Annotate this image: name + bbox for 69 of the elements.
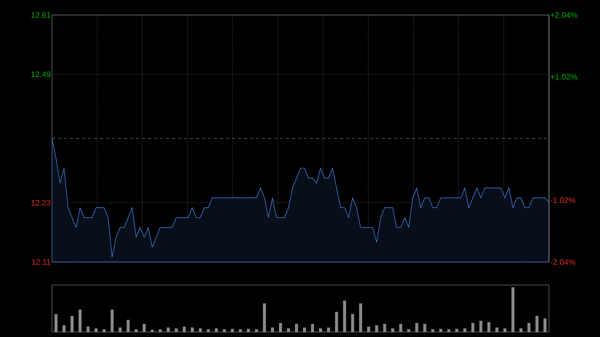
bar [383, 324, 386, 332]
bar [126, 320, 130, 332]
bar [54, 314, 58, 332]
bar [415, 323, 418, 332]
bar [70, 316, 74, 332]
bar [511, 287, 514, 332]
bar [62, 325, 66, 332]
bar [423, 324, 426, 332]
bar [399, 324, 402, 332]
bar [439, 328, 442, 332]
bar [110, 310, 114, 332]
bar [238, 329, 242, 332]
bar [254, 329, 258, 332]
y-tick-label: 12.49 [31, 71, 50, 78]
bar [311, 324, 314, 332]
bar [278, 323, 282, 332]
bar [495, 328, 498, 332]
bar [455, 328, 458, 332]
bar [471, 323, 474, 332]
bar [78, 310, 82, 332]
bar [94, 328, 98, 332]
bar [543, 318, 546, 332]
y2-tick-label: -1.02% [550, 197, 576, 204]
bar [142, 324, 146, 332]
bar [431, 329, 434, 332]
bar [535, 316, 538, 332]
y2-tick-label: +1.02% [550, 74, 578, 80]
bar [182, 326, 186, 332]
bar [294, 324, 298, 332]
bar [86, 326, 90, 332]
bar [503, 328, 506, 332]
bar [487, 322, 490, 332]
y-tick-label: 12.61 [31, 12, 50, 18]
bar [198, 328, 202, 332]
bar [102, 329, 106, 332]
bar [246, 328, 250, 332]
bar [447, 329, 450, 332]
bar [319, 328, 322, 332]
bar [166, 328, 170, 332]
bar [479, 320, 482, 332]
bar [174, 328, 178, 332]
y-tick-label: 12.11 [32, 259, 50, 265]
bar [463, 328, 466, 332]
bar [270, 328, 274, 332]
bar [303, 328, 306, 332]
bar [343, 300, 346, 332]
bar [286, 328, 290, 332]
bar [190, 328, 194, 332]
bar [118, 328, 122, 332]
bar [262, 303, 266, 332]
bar [367, 326, 370, 332]
bar [214, 328, 218, 332]
bar [158, 329, 162, 332]
y2-tick-label: +2.04% [550, 12, 578, 18]
bar [527, 323, 530, 332]
bar [206, 329, 210, 332]
bar [391, 328, 394, 332]
bar [134, 329, 138, 332]
bar [519, 328, 522, 332]
bar [222, 329, 226, 332]
bar [407, 329, 410, 332]
bar [359, 303, 362, 332]
y-tick-label: 12.23 [31, 200, 50, 206]
bar [375, 325, 378, 332]
bar [230, 328, 234, 332]
bar [327, 328, 330, 332]
bar [335, 312, 338, 332]
bar [351, 314, 354, 332]
y2-tick-label: -2.04% [550, 259, 576, 265]
